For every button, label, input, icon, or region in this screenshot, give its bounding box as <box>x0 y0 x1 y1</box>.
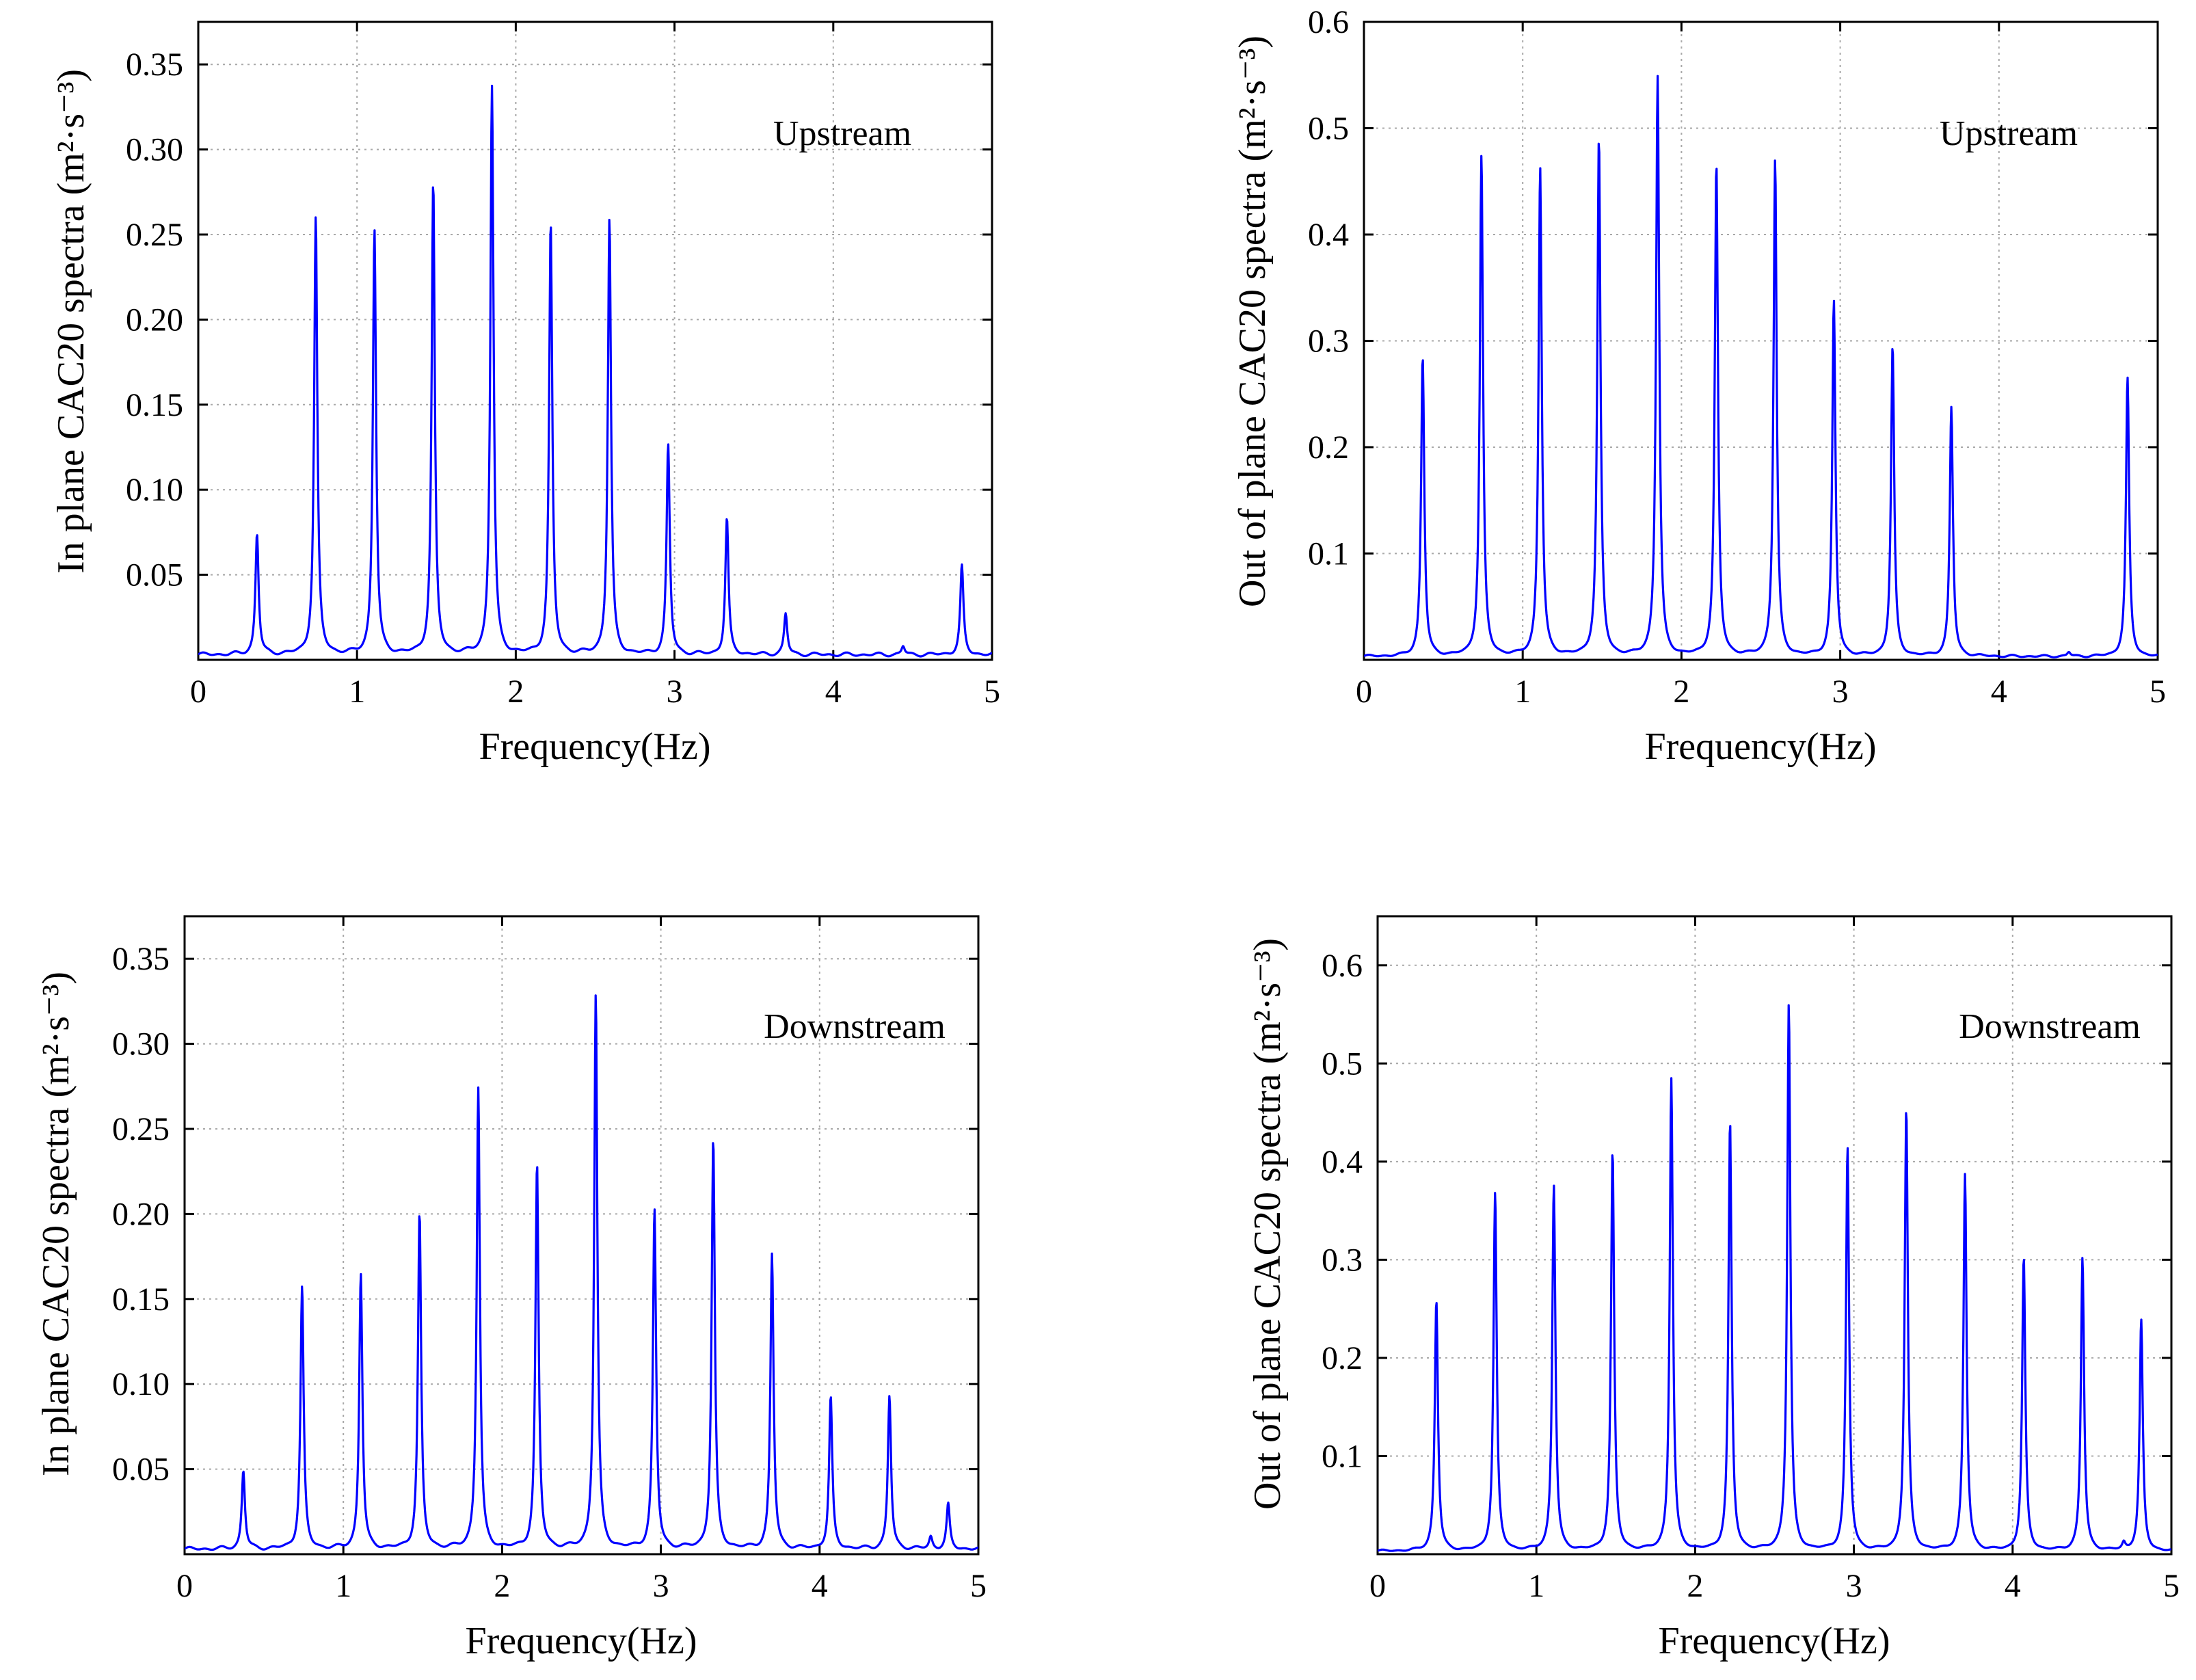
x-tick-label: 0 <box>1369 1568 1386 1604</box>
x-axis-title: Frequency(Hz) <box>479 725 711 768</box>
y-tick-label: 0.3 <box>1322 1242 1363 1278</box>
y-tick-label: 0.2 <box>1308 429 1349 466</box>
plot-frame <box>183 915 980 1556</box>
y-tick-labels: 0.1 0.2 0.3 0.4 0.5 0.6 <box>1322 948 1363 1475</box>
plot-frame <box>1376 915 2173 1556</box>
x-axis-title: Frequency(Hz) <box>466 1620 697 1662</box>
plot-frame <box>197 21 993 661</box>
x-tick-label: 5 <box>2163 1568 2180 1604</box>
position-annotation: Upstream <box>773 114 911 153</box>
spectrum-line <box>185 994 978 1551</box>
spectrum-line <box>1364 75 2158 658</box>
x-axis-title: Frequency(Hz) <box>1645 725 1877 768</box>
x-tick-label: 0 <box>176 1568 193 1604</box>
y-tick-label: 0.05 <box>112 1452 170 1488</box>
y-tick-label: 0.3 <box>1308 323 1349 360</box>
y-tick-label: 0.5 <box>1308 111 1349 147</box>
x-tick-labels: 0 1 2 3 4 5 <box>1369 1568 2180 1604</box>
x-tick-label: 1 <box>1514 674 1531 710</box>
y-tick-label: 0.15 <box>126 387 183 423</box>
x-tick-label: 4 <box>2005 1568 2021 1604</box>
x-tick-label: 5 <box>2150 674 2166 710</box>
y-tick-label: 0.6 <box>1322 948 1363 984</box>
y-tick-label: 0.1 <box>1308 536 1349 572</box>
y-tick-label: 0.25 <box>126 217 183 253</box>
x-tick-label: 3 <box>667 674 683 710</box>
y-tick-label: 0.1 <box>1322 1438 1363 1474</box>
x-tick-labels: 0 1 2 3 4 5 <box>190 674 1000 710</box>
y-axis-title: Out of plane CAC20 spectra (m²·s⁻³) <box>1231 36 1274 607</box>
y-tick-labels: 0.05 0.10 0.15 0.20 0.25 0.30 0.35 <box>126 46 183 593</box>
y-tick-label: 0.30 <box>126 132 183 168</box>
y-tick-label: 0.35 <box>112 941 170 977</box>
grid <box>1364 22 2158 660</box>
x-tick-label: 2 <box>507 674 524 710</box>
x-tick-label: 5 <box>970 1568 987 1604</box>
ticks <box>1376 916 2173 1554</box>
x-tick-label: 4 <box>812 1568 828 1604</box>
x-tick-label: 5 <box>984 674 1000 710</box>
y-tick-label: 0.5 <box>1322 1045 1363 1082</box>
y-tick-label: 0.30 <box>112 1026 170 1063</box>
y-axis-title: Out of plane CAC20 spectra (m²·s⁻³) <box>1246 938 1289 1510</box>
y-axis-title: In plane CAC20 spectra (m²·s⁻³) <box>35 972 77 1476</box>
x-tick-label: 1 <box>335 1568 351 1604</box>
y-tick-label: 0.15 <box>112 1281 170 1318</box>
y-tick-label: 0.20 <box>112 1196 170 1232</box>
x-tick-label: 2 <box>1687 1568 1703 1604</box>
panel-downstream-in-plane: 0 1 2 3 4 5 0.05 0.10 0.15 0.20 0.25 0.30 0.35 Freq… <box>35 915 987 1662</box>
y-tick-labels: 0.05 0.10 0.15 0.20 0.25 0.30 0.35 <box>112 941 170 1487</box>
spectrum-line <box>198 84 992 658</box>
x-tick-labels: 0 1 2 3 4 5 <box>1356 674 2166 710</box>
x-tick-label: 2 <box>1673 674 1689 710</box>
position-annotation: Downstream <box>764 1007 946 1046</box>
y-tick-label: 0.2 <box>1322 1340 1363 1376</box>
x-tick-label: 2 <box>494 1568 510 1604</box>
x-axis-title: Frequency(Hz) <box>1659 1620 1890 1662</box>
x-tick-label: 1 <box>349 674 365 710</box>
y-axis-title: In plane CAC20 spectra (m²·s⁻³) <box>50 69 92 574</box>
y-tick-labels: 0.1 0.2 0.3 0.4 0.5 0.6 <box>1308 4 1349 572</box>
y-tick-label: 0.10 <box>112 1366 170 1402</box>
spectrum-line <box>1378 1004 2171 1552</box>
y-tick-label: 0.05 <box>126 557 183 594</box>
y-tick-label: 0.35 <box>126 46 183 83</box>
grid <box>1378 916 2171 1554</box>
x-tick-label: 1 <box>1528 1568 1544 1604</box>
position-annotation: Upstream <box>1940 114 2078 153</box>
position-annotation: Downstream <box>1959 1007 2141 1046</box>
x-tick-label: 3 <box>1832 674 1849 710</box>
x-tick-labels: 0 1 2 3 4 5 <box>176 1568 987 1604</box>
x-tick-label: 0 <box>1356 674 1372 710</box>
x-tick-label: 3 <box>653 1568 669 1604</box>
x-tick-label: 4 <box>825 674 842 710</box>
grid <box>185 916 978 1554</box>
x-tick-label: 4 <box>1991 674 2007 710</box>
x-tick-label: 0 <box>190 674 206 710</box>
x-tick-label: 3 <box>1846 1568 1862 1604</box>
y-tick-label: 0.10 <box>126 472 183 508</box>
panel-upstream-in-plane: 0 1 2 3 4 5 0.05 0.10 0.15 0.20 0.25 0.30 0.35 Freq… <box>50 21 1000 768</box>
ticks <box>183 916 980 1554</box>
y-tick-label: 0.4 <box>1322 1144 1363 1180</box>
y-tick-label: 0.25 <box>112 1111 170 1147</box>
y-tick-label: 0.20 <box>126 302 183 338</box>
y-tick-label: 0.4 <box>1308 217 1349 253</box>
grid <box>198 22 992 660</box>
y-tick-label: 0.6 <box>1308 4 1349 40</box>
ticks <box>1363 21 2159 660</box>
